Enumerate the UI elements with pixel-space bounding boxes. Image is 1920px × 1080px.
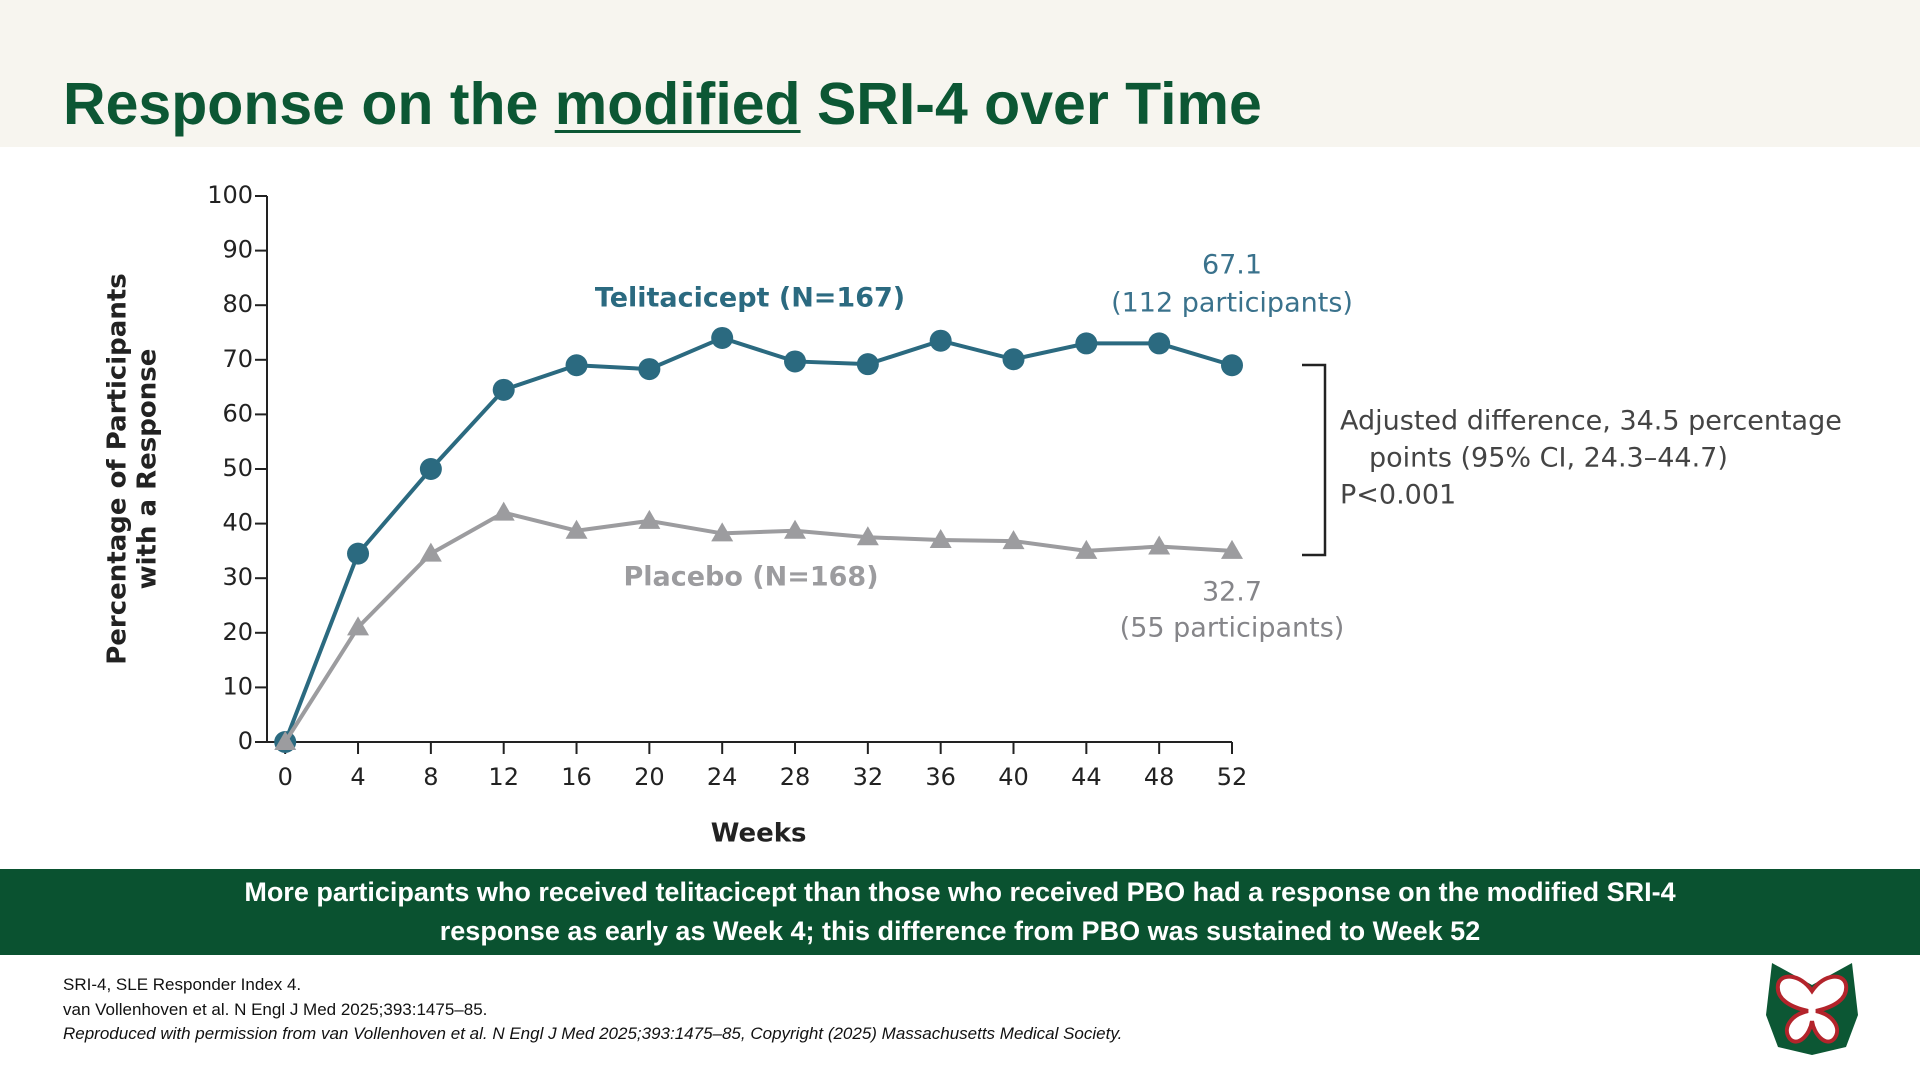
x-tick-label: 44: [1071, 763, 1102, 791]
point: [274, 731, 297, 750]
x-tick-label: 16: [561, 763, 592, 791]
point: [1075, 332, 1098, 355]
point: [347, 616, 370, 636]
y-tick-label: 50: [222, 454, 253, 482]
point: [1221, 539, 1243, 559]
x-tick-label: 28: [780, 763, 811, 791]
x-tick-label: 0: [278, 763, 293, 791]
y-tick-label: 40: [222, 509, 253, 537]
footnotes: SRI-4, SLE Responder Index 4. van Vollen…: [63, 973, 1122, 1047]
title-text: SRI-4 over Time: [800, 71, 1262, 137]
header-band: [0, 0, 1920, 147]
point: [856, 353, 879, 376]
y-tick-label: 70: [222, 345, 253, 373]
point: [929, 329, 952, 352]
point: [492, 501, 515, 521]
point: [1002, 348, 1025, 371]
banner-line: More participants who received telitacic…: [244, 877, 1676, 907]
y-tick-label: 10: [222, 672, 253, 700]
y-tick-label: 20: [222, 618, 253, 646]
point: [638, 358, 661, 381]
point: [492, 378, 515, 401]
x-tick-label: 12: [488, 763, 519, 791]
bracket: [1302, 363, 1327, 557]
banner-line: response as early as Week 4; this differ…: [439, 916, 1481, 946]
point: [784, 519, 807, 539]
series-line: [283, 335, 1233, 743]
footnote: SRI-4, SLE Responder Index 4.: [63, 975, 302, 994]
point: [565, 519, 588, 539]
x-tick-label: 4: [350, 763, 365, 791]
series-label: Telitacicept (N=167): [595, 283, 905, 314]
point: [711, 522, 734, 542]
point: [1148, 535, 1171, 555]
series-label: Placebo (N=168): [623, 562, 878, 593]
point: [419, 542, 442, 562]
point: [1148, 332, 1171, 355]
point: [347, 542, 370, 565]
logo: [1766, 963, 1858, 1055]
point: [638, 509, 661, 529]
series-line: [283, 510, 1233, 744]
x-tick-label: 36: [925, 763, 956, 791]
annotation: P<0.001: [1340, 480, 1456, 511]
y-axis-title: Percentage of Participants: [103, 273, 133, 665]
annotation: points (95% CI, 24.3–44.7): [1369, 443, 1728, 474]
x-tick-label: 8: [423, 763, 438, 791]
x-axis-title: Weeks: [711, 819, 807, 849]
y-tick-label: 60: [222, 399, 253, 427]
logo-butterfly: [1775, 974, 1849, 1044]
point: [856, 526, 879, 546]
key-message-banner: More participants who received telitacic…: [0, 869, 1920, 955]
x-tick-label: 40: [998, 763, 1029, 791]
x-tick-label: 24: [707, 763, 738, 791]
point: [1075, 539, 1098, 559]
y-tick-label: 0: [238, 727, 253, 755]
annotation: (55 participants): [1120, 613, 1345, 644]
point: [784, 350, 807, 373]
annotation: 67.1: [1202, 250, 1262, 281]
x-tick-label: 48: [1144, 763, 1175, 791]
point: [1002, 530, 1025, 550]
title-underlined: modified: [554, 71, 801, 137]
annotation: Adjusted difference, 34.5 percentage: [1340, 406, 1842, 437]
x-tick-label: 32: [853, 763, 884, 791]
annotation: (112 participants): [1111, 288, 1353, 319]
x-tick-label: 52: [1217, 763, 1248, 791]
point: [711, 326, 734, 349]
footnote: Reproduced with permission from van Voll…: [63, 1024, 1123, 1043]
title-text: Response on the: [63, 71, 555, 137]
y-axis-title: with a Response: [133, 349, 163, 590]
point: [565, 354, 588, 377]
y-tick-label: 80: [222, 290, 253, 318]
annotation: 32.7: [1202, 577, 1262, 608]
footnote: van Vollenhoven et al. N Engl J Med 2025…: [63, 999, 488, 1019]
point: [419, 458, 442, 480]
y-tick-label: 90: [222, 236, 253, 264]
point: [929, 528, 952, 548]
slide-title: Response on the modified SRI-4 over Time: [63, 70, 1262, 138]
point: [1221, 354, 1243, 377]
x-tick-label: 20: [634, 763, 665, 791]
y-tick-label: 30: [222, 563, 253, 591]
y-tick-label: 100: [207, 181, 253, 209]
